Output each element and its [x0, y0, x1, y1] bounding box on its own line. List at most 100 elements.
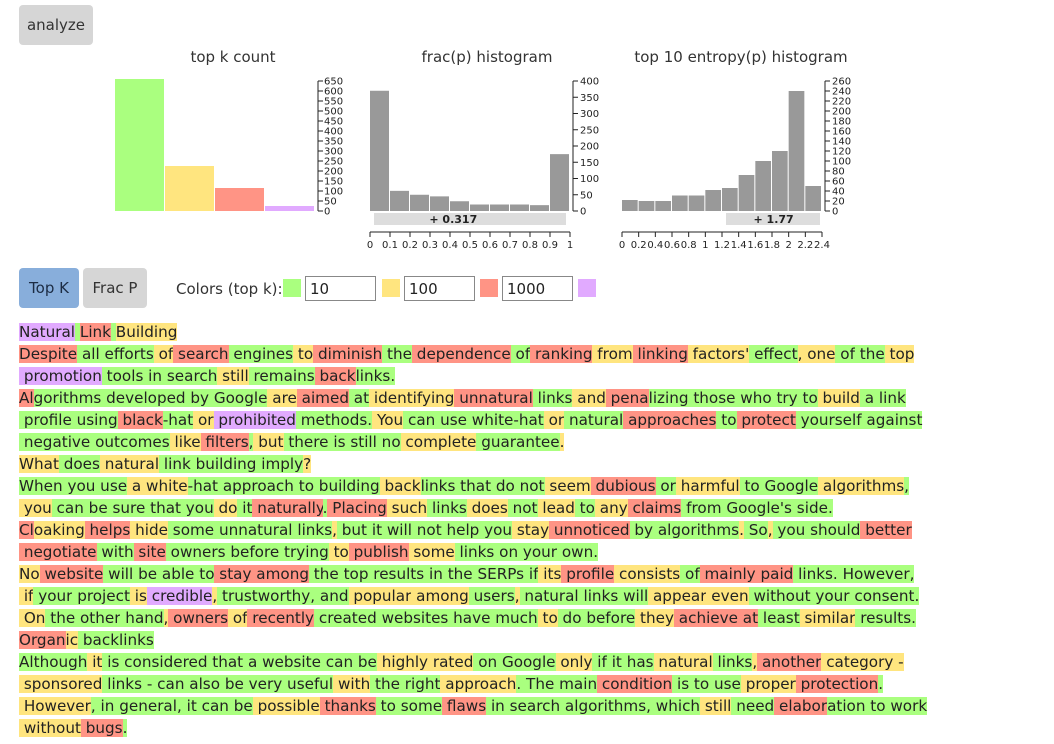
- token[interactable]: oaking: [33, 521, 85, 539]
- token[interactable]: links: [102, 675, 143, 693]
- token[interactable]: ,: [904, 477, 909, 495]
- token[interactable]: like: [169, 433, 201, 451]
- token[interactable]: use: [435, 411, 467, 429]
- token[interactable]: if: [592, 653, 607, 671]
- token[interactable]: be: [228, 697, 253, 715]
- token[interactable]: ,: [163, 609, 169, 627]
- token[interactable]: natural: [564, 411, 624, 429]
- token[interactable]: flaws: [442, 697, 487, 715]
- token[interactable]: will: [618, 587, 649, 605]
- token[interactable]: consent: [849, 587, 915, 605]
- token[interactable]: but: [336, 521, 368, 539]
- token[interactable]: search: [504, 697, 561, 715]
- token[interactable]: white: [466, 411, 514, 429]
- token[interactable]: Natural: [19, 323, 76, 341]
- token[interactable]: links: [532, 389, 573, 407]
- token[interactable]: be: [133, 565, 158, 583]
- token[interactable]: gorithms: [33, 389, 102, 407]
- token[interactable]: top: [884, 345, 915, 363]
- token[interactable]: some: [408, 543, 455, 561]
- token[interactable]: .: [367, 411, 373, 429]
- token[interactable]: any: [594, 499, 628, 517]
- token[interactable]: Google: [497, 653, 556, 671]
- token[interactable]: mainly: [699, 565, 756, 583]
- token[interactable]: ,: [767, 521, 773, 539]
- token[interactable]: much: [490, 609, 538, 627]
- token[interactable]: use: [709, 675, 741, 693]
- token[interactable]: your: [518, 543, 558, 561]
- token[interactable]: its: [538, 565, 562, 583]
- token[interactable]: in: [486, 697, 505, 715]
- tab-top-k[interactable]: Top K: [19, 268, 79, 308]
- token[interactable]: elabor: [774, 697, 828, 715]
- token[interactable]: prohibited: [213, 411, 296, 429]
- token[interactable]: [77, 345, 82, 363]
- token[interactable]: those: [688, 389, 736, 407]
- token[interactable]: links: [712, 653, 753, 671]
- token[interactable]: unnatural: [214, 521, 293, 539]
- token[interactable]: filters: [200, 433, 249, 451]
- token[interactable]: of: [835, 345, 855, 363]
- token[interactable]: or: [655, 477, 676, 495]
- token[interactable]: approach: [218, 477, 294, 495]
- token[interactable]: own: [557, 543, 594, 561]
- token[interactable]: remains: [248, 367, 315, 385]
- token[interactable]: consists: [614, 565, 681, 583]
- token[interactable]: you: [180, 499, 214, 517]
- token[interactable]: SERPs: [472, 565, 525, 583]
- token[interactable]: no: [376, 433, 401, 451]
- token[interactable]: can: [51, 499, 84, 517]
- token[interactable]: before: [225, 543, 280, 561]
- threshold-input-3[interactable]: [502, 276, 573, 301]
- token[interactable]: is: [328, 433, 346, 451]
- token[interactable]: on: [494, 543, 519, 561]
- token[interactable]: results: [855, 609, 912, 627]
- token[interactable]: that: [455, 477, 492, 495]
- token[interactable]: white: [141, 477, 188, 495]
- token[interactable]: proper: [740, 675, 796, 693]
- token[interactable]: you: [479, 521, 513, 539]
- token[interactable]: .: [322, 499, 328, 517]
- token[interactable]: .: [914, 587, 920, 605]
- token[interactable]: [110, 323, 116, 341]
- token[interactable]: can: [152, 675, 185, 693]
- token[interactable]: rated: [428, 653, 474, 671]
- token[interactable]: dependence: [411, 345, 511, 363]
- token[interactable]: unnatural: [454, 389, 533, 407]
- token[interactable]: is: [129, 587, 147, 605]
- token[interactable]: .: [739, 521, 744, 539]
- token[interactable]: hat: [518, 411, 544, 429]
- token[interactable]: will: [103, 565, 134, 583]
- token[interactable]: pena: [605, 389, 649, 407]
- token[interactable]: Cl: [19, 521, 34, 539]
- token[interactable]: stay: [214, 565, 252, 583]
- token[interactable]: to: [739, 477, 760, 495]
- token[interactable]: natural: [519, 587, 579, 605]
- token[interactable]: the: [442, 565, 473, 583]
- threshold-input-2[interactable]: [404, 276, 475, 301]
- token[interactable]: harmful: [675, 477, 740, 495]
- token[interactable]: ic: [65, 631, 79, 649]
- token[interactable]: or: [193, 411, 214, 429]
- token[interactable]: Organ: [19, 631, 66, 649]
- token[interactable]: Despite: [19, 345, 78, 363]
- token[interactable]: it: [87, 653, 103, 671]
- token[interactable]: link: [874, 389, 906, 407]
- token[interactable]: building: [313, 477, 380, 495]
- token[interactable]: a: [243, 653, 258, 671]
- token[interactable]: However: [837, 565, 910, 583]
- token[interactable]: another: [757, 653, 822, 671]
- token[interactable]: bugs: [80, 719, 123, 737]
- token[interactable]: at: [737, 609, 759, 627]
- token[interactable]: recently: [247, 609, 315, 627]
- token[interactable]: ranking: [530, 345, 593, 363]
- token[interactable]: results: [368, 565, 425, 583]
- token[interactable]: natural: [99, 455, 160, 473]
- token[interactable]: without: [19, 719, 81, 737]
- token[interactable]: promotion: [19, 367, 102, 385]
- token[interactable]: by: [185, 389, 210, 407]
- token[interactable]: still: [217, 367, 249, 385]
- token[interactable]: you: [62, 477, 96, 495]
- token[interactable]: of: [153, 345, 174, 363]
- token[interactable]: created: [314, 609, 377, 627]
